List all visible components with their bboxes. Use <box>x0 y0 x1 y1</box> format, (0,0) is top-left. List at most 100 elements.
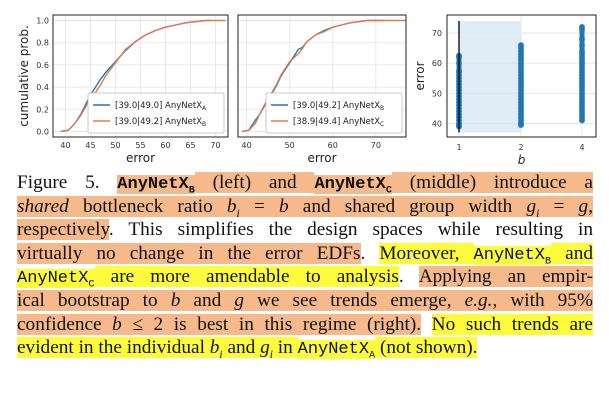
y-tick-label: 1.0 <box>36 17 49 26</box>
legend-entry: [38.9|49.4] AnyNetXC <box>293 117 384 128</box>
caption-segment: and <box>222 337 261 359</box>
caption-segment: respectively <box>17 219 109 241</box>
caption-segment: (not shown). <box>375 337 478 359</box>
highlight-yellow: Moreover, <box>379 242 474 264</box>
legend-subscript: B <box>202 121 206 128</box>
highlight-orange: = <box>539 195 579 217</box>
highlight-yellow: No such trends are <box>431 313 593 335</box>
caption-line: virtually no change in the error EDFs. M… <box>17 242 593 267</box>
caption-segment: confidence <box>17 313 113 335</box>
scatter-point <box>579 36 585 43</box>
highlight-orange: b <box>170 289 181 311</box>
caption-segment: and <box>180 289 235 311</box>
caption-segment: Figure 5. <box>17 172 118 193</box>
highlight-orange: bi <box>226 195 240 220</box>
y-tick-label: 0.2 <box>36 105 49 114</box>
subscript: i <box>269 348 273 362</box>
axes-frame <box>52 14 229 138</box>
legend-entry: [39.0|49.2] AnyNetXB <box>293 101 384 112</box>
caption-line: shared bottleneck ratio bi = b and share… <box>17 195 594 220</box>
legend-entry: [39.0|49.0] AnyNetXA <box>115 101 207 112</box>
x-tick-label: 60 <box>328 141 338 150</box>
highlight-orange: AnyNetXC <box>314 175 392 196</box>
legend-box <box>87 92 225 134</box>
caption-segment: b <box>170 289 181 311</box>
highlight-yellow: in <box>272 337 298 359</box>
caption-segment: (left) and <box>194 172 315 193</box>
x-axis-label: error <box>307 151 336 165</box>
x-tick-label: 70 <box>210 141 220 150</box>
highlight-orange: e.g. <box>464 289 493 311</box>
x-tick-label: 4 <box>579 143 584 152</box>
caption-segment: No such trends are <box>431 313 593 335</box>
caption-text: . This simplifies the design spaces whil… <box>109 219 593 240</box>
highlight-yellow: evident in the individual <box>17 337 210 359</box>
caption-segment: e.g. <box>464 289 493 311</box>
ecdf-panel-middle: 40 50 60 70 error [39.0|49.2] AnyNetXB [38.9|4… <box>237 14 407 165</box>
y-tick-label: 0.4 <box>36 83 49 92</box>
highlight-orange: ical bootstrap to <box>17 289 171 311</box>
caption-segment: , <box>588 195 594 217</box>
x-tick-label: 45 <box>85 141 95 150</box>
x-axis-label: b <box>518 153 526 167</box>
caption-segment: = <box>539 195 579 217</box>
scatter-point <box>518 42 524 49</box>
highlight-orange: virtually no change in the error EDFs <box>17 242 361 264</box>
caption-line: AnyNetXC are more amendable to analysis.… <box>17 265 593 291</box>
legend-subscript: B <box>380 105 384 112</box>
highlight-orange: , with 95% <box>492 289 593 311</box>
bootstrap-scatter-panel: 40 50 60 70 1 2 4 b error <box>413 14 597 167</box>
caption-line: ical bootstrap to b and g we see trends … <box>17 289 593 313</box>
ecdf-series-C <box>241 19 406 133</box>
caption-segment: g <box>234 289 244 311</box>
highlight-orange: g <box>578 195 589 217</box>
y-tick-label: 40 <box>432 119 442 128</box>
y-tick-label: 0.8 <box>36 39 49 48</box>
subscript: i <box>236 206 240 220</box>
caption-segment: AnyNetX <box>473 245 545 265</box>
caption-segment: evident in the individual <box>17 337 210 359</box>
ecdf-series-B <box>60 19 226 133</box>
x-tick-label: 60 <box>160 141 170 150</box>
figure-panels: 40 45 50 55 60 65 70 0.0 0.2 0.4 0.6 0.8 1.0 error cum… <box>17 14 597 167</box>
caption-segment: shared <box>17 195 69 217</box>
caption-segment: Moreover, <box>379 242 474 264</box>
caption-segment: g <box>260 337 270 359</box>
caption-segment: virtually no change in the error EDFs <box>17 242 361 264</box>
y-tick-label: 50 <box>432 89 442 98</box>
highlight-yellow: AnyNetXB <box>473 245 552 267</box>
highlight-orange: ≤ 2 is best in this regime (right). <box>121 313 422 335</box>
subscript: A <box>369 350 376 362</box>
legend-subscript: A <box>202 105 207 112</box>
subscript: B <box>188 185 195 197</box>
y-axis-label: cumulative prob. <box>17 25 31 127</box>
subscript: C <box>88 279 95 291</box>
caption-line: Figure 5. AnyNetX B (left) and AnyNetXC (… <box>17 171 593 197</box>
y-tick-label: 0.0 <box>36 127 49 136</box>
legend: [39.0|49.2] AnyNetXB [38.9|49.4] AnyNetXC <box>265 92 403 134</box>
y-tick-label: 60 <box>432 59 442 68</box>
caption-segment: . <box>398 266 419 288</box>
caption-segment <box>421 314 432 335</box>
caption-segment: . This simplifies the design spaces whil… <box>108 219 593 241</box>
highlight-yellow: (not shown). <box>375 337 478 359</box>
caption-segment: are more amendable to analysis <box>94 266 399 288</box>
caption-segment: bottleneck ratio <box>68 195 227 217</box>
highlight-orange: and shared group width <box>288 195 527 217</box>
x-tick-label: 50 <box>285 141 295 150</box>
y-tick-label: 70 <box>432 29 442 38</box>
highlight-orange: respectively <box>17 219 109 241</box>
caption-segment: (middle) introduce a <box>392 172 593 193</box>
highlight-orange: (left) and <box>194 172 315 193</box>
caption-segment: we see trends emerge, <box>243 289 465 311</box>
caption-segment: and shared group width <box>288 195 527 217</box>
highlight-orange: we see trends emerge, <box>243 289 465 311</box>
caption-segment: AnyNetX <box>17 269 89 289</box>
caption-segment: b <box>226 195 237 217</box>
caption-line: confidence b ≤ 2 is best in this regime … <box>17 313 593 337</box>
legend: [39.0|49.0] AnyNetXA [39.0|49.2] AnyNetXB <box>87 92 225 134</box>
highlight-orange: shared <box>17 195 69 217</box>
legend-subscript: C <box>380 121 384 128</box>
caption-segment: AnyNetX <box>314 175 386 194</box>
axes-frame <box>237 14 407 138</box>
